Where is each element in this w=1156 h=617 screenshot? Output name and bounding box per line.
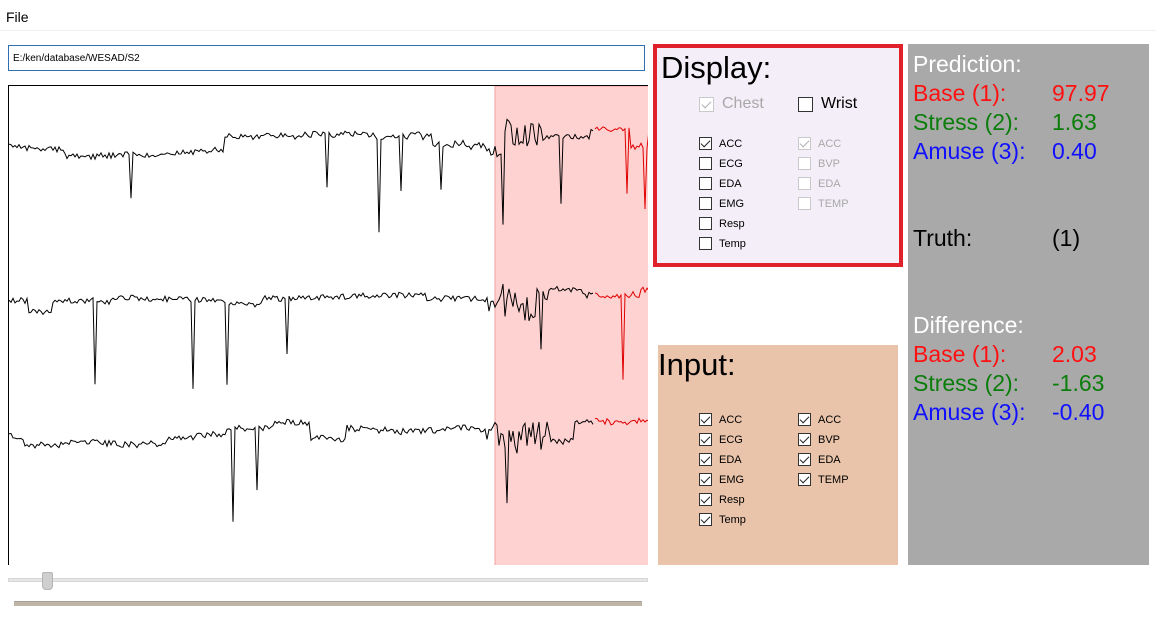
signal-trace-predicted-1 [594, 126, 648, 210]
display-chest-ecg[interactable]: ECG [699, 157, 743, 170]
wrist-checkbox-label: Wrist [821, 95, 858, 112]
prediction-amuse-value: 0.40 [1052, 138, 1097, 164]
display-chest-eda[interactable]: EDA [699, 177, 742, 190]
chest-checkbox-label: Chest [722, 95, 764, 112]
display-wrist-bvp: BVP [798, 157, 840, 170]
input-panel: Input: ACC ECG EDA EMG Resp Temp ACC BVP… [658, 345, 898, 565]
input-chest-temp[interactable]: Temp [699, 513, 746, 526]
truth-label: Truth: [913, 225, 973, 251]
signal-trace-1 [9, 118, 594, 233]
difference-amuse-value: -0.40 [1052, 399, 1105, 425]
menu-bar: File [0, 0, 1156, 31]
input-wrist-acc[interactable]: ACC [798, 413, 841, 426]
input-wrist-bvp[interactable]: BVP [798, 433, 840, 446]
display-wrist-acc: ACC [798, 137, 841, 150]
difference-base-value: 2.03 [1052, 341, 1097, 367]
truth-value: (1) [1052, 225, 1081, 251]
signal-plot[interactable] [8, 85, 648, 565]
display-wrist-temp: TEMP [798, 197, 849, 210]
prediction-base-value: 97.97 [1052, 80, 1110, 106]
prediction-stress-label: Stress (2): [913, 109, 1020, 135]
input-chest-resp[interactable]: Resp [699, 493, 745, 506]
signal-trace-predicted-3 [594, 417, 648, 426]
difference-title: Difference: [913, 312, 1024, 338]
results-panel: Prediction: Base (1): 97.97 Stress (2): … [908, 44, 1149, 565]
display-chest-resp[interactable]: Resp [699, 217, 745, 230]
input-wrist-temp[interactable]: TEMP [798, 473, 849, 486]
prediction-window-highlight [494, 86, 648, 565]
prediction-amuse-label: Amuse (3): [913, 138, 1026, 164]
signal-trace-2 [9, 283, 594, 389]
wrist-checkbox-box[interactable] [798, 96, 813, 112]
signal-trace-predicted-2 [594, 286, 648, 380]
signal-trace-3 [9, 418, 594, 522]
time-slider-thumb[interactable] [42, 572, 53, 590]
input-chest-eda[interactable]: EDA [699, 453, 742, 466]
difference-amuse-label: Amuse (3): [913, 399, 1026, 425]
display-title: Display: [661, 50, 772, 85]
prediction-title: Prediction: [913, 51, 1022, 77]
wrist-checkbox[interactable]: Wrist [798, 95, 857, 113]
chest-checkbox-box [699, 96, 714, 112]
progress-bar [14, 601, 642, 606]
display-chest-temp[interactable]: Temp [699, 237, 746, 250]
time-slider-track[interactable] [8, 578, 648, 582]
prediction-base-label: Base (1): [913, 80, 1007, 106]
menu-file[interactable]: File [6, 9, 29, 25]
difference-stress-value: -1.63 [1052, 370, 1105, 396]
difference-base-label: Base (1): [913, 341, 1007, 367]
input-chest-ecg[interactable]: ECG [699, 433, 743, 446]
chest-checkbox: Chest [699, 95, 764, 113]
display-panel: Display: Chest Wrist ACC ECG EDA EMG Res… [653, 44, 903, 267]
display-chest-emg[interactable]: EMG [699, 197, 744, 210]
input-title: Input: [658, 347, 736, 382]
input-chest-emg[interactable]: EMG [699, 473, 744, 486]
input-chest-acc[interactable]: ACC [699, 413, 742, 426]
display-wrist-eda: EDA [798, 177, 841, 190]
signal-plot-canvas [9, 86, 648, 565]
input-wrist-eda[interactable]: EDA [798, 453, 841, 466]
display-chest-acc[interactable]: ACC [699, 137, 742, 150]
database-path-input[interactable] [8, 45, 645, 71]
difference-stress-label: Stress (2): [913, 370, 1020, 396]
prediction-stress-value: 1.63 [1052, 109, 1097, 135]
